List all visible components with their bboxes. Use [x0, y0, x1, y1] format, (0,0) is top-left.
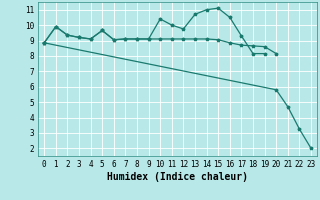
X-axis label: Humidex (Indice chaleur): Humidex (Indice chaleur)	[107, 172, 248, 182]
